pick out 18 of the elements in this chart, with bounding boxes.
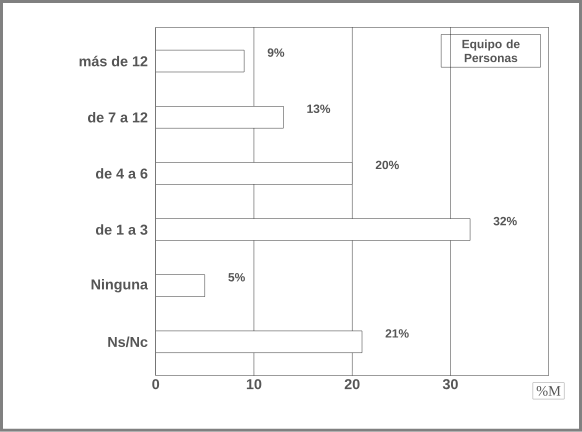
data-label: 13% [307,104,330,114]
x-tick-label: 0 [152,379,160,390]
x-tick-label: 10 [246,379,262,390]
data-label: 9% [268,48,284,57]
data-label: 5% [228,273,245,282]
data-label: 32% [494,216,517,226]
y-tick-label: de 1 a 3 [96,224,148,235]
data-label: 21% [386,329,409,338]
y-tick-label: de 7 a 12 [88,112,148,123]
x-tick-label: 20 [344,379,360,390]
x-axis-title: %M [536,386,560,396]
text: Equipo de Personas [462,40,520,62]
y-tick-label: Ns/Nc [108,336,148,348]
data-label: 20% [376,160,399,170]
x-tick-label: 30 [442,379,458,390]
y-tick-label: de 4 a 6 [96,168,148,179]
y-tick-label: Ninguna [92,279,148,293]
y-tick-label: más de 12 [80,56,148,66]
